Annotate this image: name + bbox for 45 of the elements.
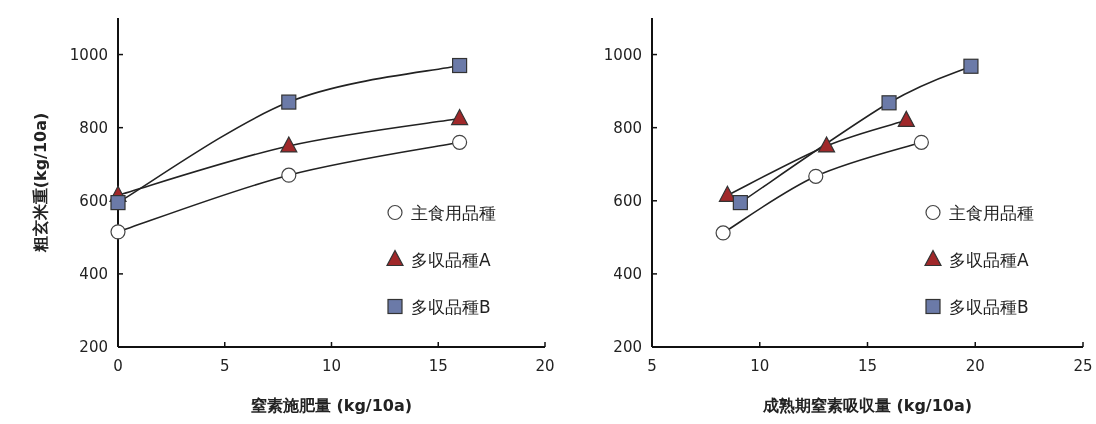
x-axis-title: 成熟期窒素吸収量 (kg/10a)	[761, 396, 973, 415]
legend-label: 多収品種B	[411, 296, 491, 317]
y-tick-label: 200	[79, 338, 108, 356]
y-axis-title: 粗玄米重(kg/10a)	[31, 112, 50, 254]
x-tick-label: 5	[647, 357, 657, 375]
y-tick-label: 200	[613, 338, 642, 356]
x-tick-label: 20	[535, 357, 555, 375]
x-tick-label: 15	[428, 357, 448, 375]
point	[913, 134, 929, 150]
x-tick-label: 15	[857, 357, 878, 375]
point	[897, 110, 915, 127]
point	[452, 134, 468, 150]
y-tick-label: 400	[79, 264, 108, 283]
point	[881, 95, 897, 111]
legend-label: 多収品種A	[949, 249, 1029, 270]
x-tick-label: 20	[965, 357, 985, 375]
point	[732, 195, 748, 211]
point	[808, 168, 824, 184]
point	[817, 136, 836, 153]
x-tick-label: 0	[113, 357, 123, 375]
point	[963, 58, 979, 74]
legend-label: 多収品種B	[949, 296, 1029, 317]
legend-label: 多収品種A	[411, 249, 491, 270]
x-tick-label: 10	[750, 357, 770, 375]
point	[451, 108, 469, 126]
legend-label: 主食用品種	[411, 202, 496, 223]
y-tick-label: 800	[613, 118, 642, 137]
x-tick-label: 10	[321, 357, 342, 375]
y-tick-label: 600	[79, 191, 108, 210]
point	[281, 167, 297, 183]
point	[715, 225, 731, 241]
x-axis-title: 窒素施肥量 (kg/10a)	[250, 396, 413, 415]
x-tick-label: 25	[1073, 357, 1093, 375]
point	[281, 94, 297, 110]
y-tick-label: 600	[613, 191, 642, 210]
y-tick-label: 1000	[69, 45, 108, 64]
point	[280, 136, 298, 153]
x-tick-label: 5	[219, 357, 230, 375]
legend-label: 主食用品種	[949, 202, 1034, 223]
y-tick-label: 800	[79, 118, 108, 137]
point	[110, 224, 126, 240]
y-tick-label: 400	[613, 264, 642, 283]
point	[452, 57, 468, 74]
point	[110, 195, 126, 211]
y-tick-label: 1000	[603, 45, 642, 64]
